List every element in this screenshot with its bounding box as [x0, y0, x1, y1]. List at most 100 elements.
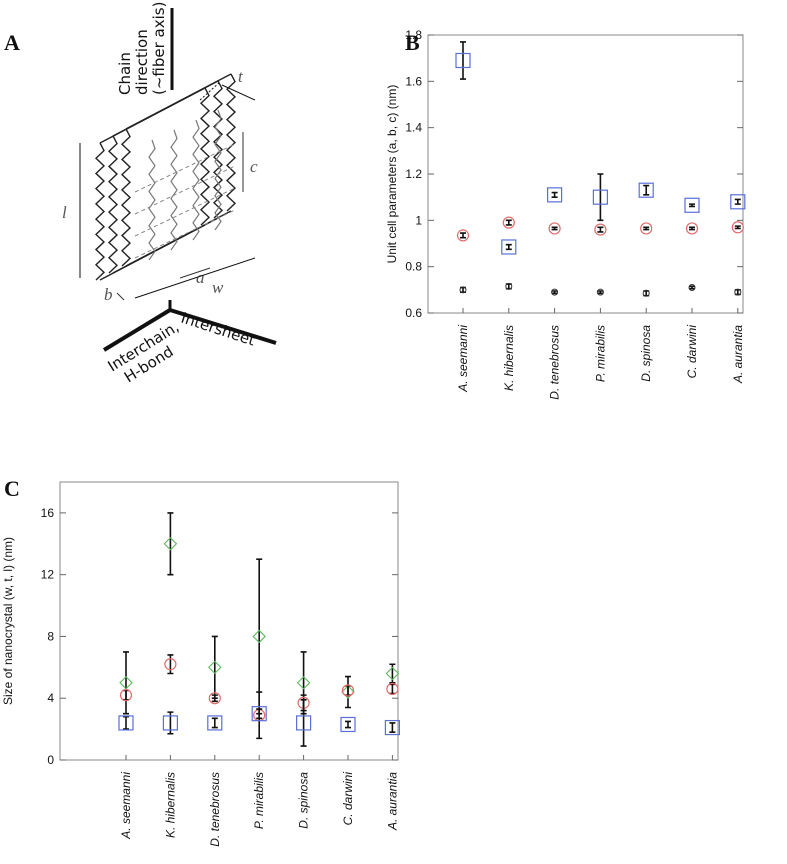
error-bar — [551, 290, 558, 295]
error-bar — [551, 226, 558, 231]
error-bar — [643, 226, 650, 231]
marker — [251, 706, 267, 722]
marker — [502, 216, 515, 229]
error-bar — [551, 191, 558, 198]
marker — [455, 52, 471, 69]
chain-label-line: direction — [133, 29, 151, 95]
y-tick-label: 16 — [41, 506, 55, 520]
error-bar — [167, 654, 174, 675]
marker — [734, 288, 742, 296]
x-tick-label: D. spinosa — [639, 325, 653, 382]
y-axis-label: Size of nanocrystal (w, t, l) (nm) — [1, 537, 15, 705]
marker — [456, 229, 470, 242]
x-tick-label: A. aurantia — [731, 325, 745, 384]
y-tick-label: 4 — [47, 691, 54, 705]
marker — [596, 288, 604, 296]
marker — [340, 716, 356, 733]
error-bar — [345, 685, 351, 696]
marker — [501, 239, 517, 255]
interchain-label: Interchain, H-bond — [105, 318, 183, 387]
hbond — [134, 143, 236, 193]
error-bar — [734, 225, 741, 230]
hbond — [134, 209, 236, 259]
chain — [148, 139, 156, 261]
marker — [685, 222, 699, 235]
marker — [731, 221, 744, 234]
chain-label-line: (~fiber axis) — [150, 2, 168, 95]
y-tick-label: 1.8 — [405, 28, 422, 42]
marker — [162, 715, 178, 731]
marker — [642, 289, 650, 297]
error-bar — [689, 226, 695, 231]
dim-arrow — [134, 257, 256, 299]
marker — [638, 182, 654, 198]
marker — [163, 537, 178, 551]
marker — [385, 666, 400, 681]
dim-arrow — [221, 84, 256, 101]
marker — [296, 676, 311, 690]
error-bar — [643, 184, 650, 196]
dim-label: w — [212, 278, 224, 297]
chain — [214, 109, 222, 231]
x-tick-label: P. mirabilis — [593, 325, 607, 382]
error-bar — [256, 708, 263, 720]
marker — [386, 682, 399, 696]
dim-arrow — [179, 267, 211, 279]
error-bar — [167, 512, 174, 576]
y-tick-label: 0 — [47, 753, 54, 767]
marker — [341, 685, 355, 699]
x-tick-label: A. seemanni — [456, 325, 470, 393]
marker — [119, 676, 133, 690]
marker — [688, 284, 696, 292]
dim-line — [199, 81, 221, 101]
marker — [548, 222, 561, 235]
x-tick-label: K. hibernalis — [163, 772, 177, 838]
x-tick-label: C. darwini — [685, 325, 699, 379]
plot-frame — [59, 481, 399, 761]
error-bar — [597, 226, 604, 233]
diagram: A Chain direction (~fiber axis) Intercha… — [4, 2, 277, 387]
error-bar — [734, 198, 741, 205]
error-bar — [300, 698, 307, 747]
panel-label: A — [4, 30, 20, 55]
x-tick-label: K. hibernalis — [502, 325, 516, 391]
y-tick-label: 1.4 — [405, 121, 422, 135]
marker — [505, 282, 513, 290]
plot-frame — [427, 34, 744, 314]
marker — [341, 684, 355, 697]
marker — [208, 660, 222, 675]
error-bar — [345, 720, 351, 729]
marker — [459, 286, 467, 294]
error-bar — [389, 722, 396, 733]
marker — [594, 223, 607, 236]
x-tick-label: A. seemanni — [119, 772, 133, 840]
error-bar — [123, 651, 129, 715]
chain-label-line: Chain — [116, 52, 134, 95]
y-tick-label: 12 — [41, 568, 55, 582]
marker — [207, 715, 223, 731]
y-tick-label: 0.8 — [405, 260, 422, 274]
marker — [384, 719, 400, 736]
error-bar — [256, 558, 263, 715]
hbond — [134, 165, 236, 215]
error-bar — [689, 285, 695, 290]
error-bar — [597, 173, 604, 222]
error-bar — [211, 635, 218, 700]
chain-label: Chain direction (~fiber axis) — [116, 2, 168, 95]
chain — [192, 119, 200, 241]
marker — [551, 288, 559, 296]
panel-label: B — [405, 30, 420, 55]
marker — [640, 222, 653, 235]
sheet — [94, 87, 211, 281]
marker — [118, 715, 134, 731]
marker — [296, 715, 312, 731]
dim-label: a — [196, 268, 205, 287]
marker — [592, 189, 609, 205]
axis-line — [102, 308, 172, 352]
y-axis-label: Unit cell parameters (a, b, c) (nm) — [385, 85, 399, 264]
y-tick-label: 1.2 — [405, 167, 422, 181]
sheet — [107, 80, 224, 274]
x-tick-label: C. darwini — [341, 772, 355, 826]
y-tick-label: 8 — [47, 629, 54, 643]
